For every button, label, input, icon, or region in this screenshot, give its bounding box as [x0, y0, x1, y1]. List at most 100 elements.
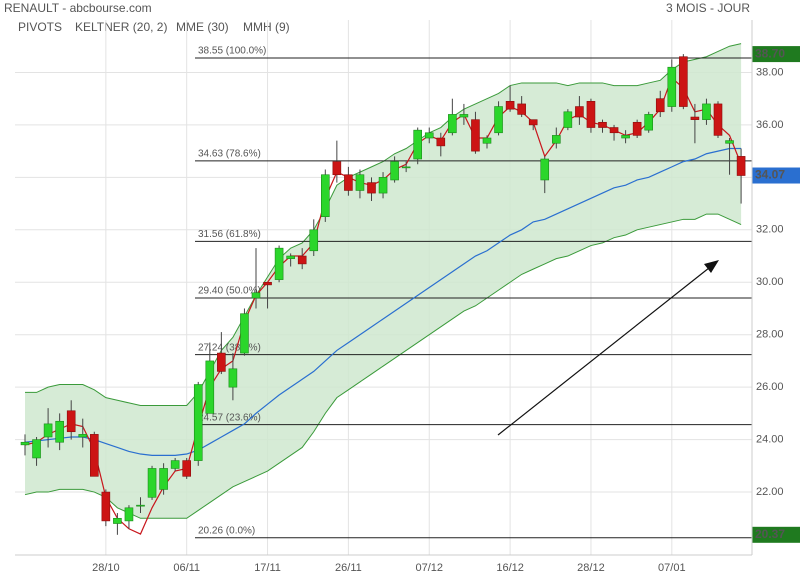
trend-arrow: [497, 263, 715, 436]
candle-body: [78, 434, 88, 438]
candle-body: [274, 247, 284, 280]
y-tick-label: 22.00: [756, 486, 784, 498]
candle-body: [193, 384, 203, 461]
candle-body: [297, 255, 307, 265]
candle-body: [205, 360, 215, 414]
candle-body: [702, 103, 711, 120]
candle-body: [505, 100, 515, 110]
candle-body: [251, 292, 261, 299]
candle-body: [55, 420, 64, 443]
candle-body: [667, 66, 677, 107]
y-tick-label: 38.00: [756, 66, 784, 78]
x-tick-label: 26/11: [335, 562, 362, 574]
candle-body: [598, 121, 607, 128]
candle-body: [344, 174, 353, 191]
candle-body: [679, 56, 688, 107]
candle-body: [575, 106, 584, 118]
price-tag-label: 34.07: [755, 168, 785, 182]
price-tag: [752, 167, 800, 184]
pivot-label: 27.24 (38.2%): [198, 342, 261, 353]
candle-body: [586, 100, 596, 128]
candle-body: [528, 119, 538, 126]
candle-body: [413, 129, 423, 160]
candle-body: [632, 121, 642, 136]
candle-body: [182, 460, 191, 477]
candle-body: [367, 182, 376, 194]
y-tick-label: 28.00: [756, 329, 784, 341]
arrow-head: [704, 260, 719, 273]
candle-body: [551, 135, 561, 144]
legend-entry: MME (30): [176, 20, 229, 34]
legend-entry: PIVOTS: [18, 20, 62, 34]
candle-body: [401, 166, 411, 169]
candle-body: [378, 177, 388, 194]
candle-body: [424, 132, 434, 139]
candle-body: [113, 517, 122, 524]
x-tick-label: 17/11: [254, 562, 281, 574]
chart-title: RENAULT - abcbourse.com: [4, 1, 152, 15]
pivot-label: 38.55 (100.0%): [198, 46, 266, 57]
candle-body: [609, 127, 619, 134]
candle-body: [90, 434, 99, 477]
candle-body: [170, 460, 180, 469]
candle-body: [736, 156, 746, 176]
pivot-label: 34.63 (78.6%): [198, 148, 261, 159]
candle-body: [286, 255, 295, 259]
candle-body: [621, 135, 630, 139]
legend-entry: MMH (9): [243, 20, 290, 34]
moving-average: [24, 147, 742, 456]
candle-body: [320, 174, 330, 217]
candle-body: [240, 313, 249, 354]
y-tick-label: 32.00: [756, 224, 784, 236]
candle-body: [147, 468, 157, 498]
candle-body: [355, 174, 365, 191]
candle-body: [20, 441, 30, 446]
candle-body: [690, 116, 700, 120]
candle-body: [655, 98, 665, 113]
y-tick-label: 30.00: [756, 276, 784, 288]
candle-body: [563, 111, 573, 128]
x-tick-label: 16/12: [496, 562, 524, 574]
candle-body: [644, 114, 654, 131]
candle-body: [101, 491, 111, 522]
candle-body: [517, 103, 526, 115]
legend-entry: KELTNER (20, 2): [75, 20, 167, 34]
candle-body: [263, 281, 272, 286]
candle-body: [159, 468, 168, 490]
pivot-label: 31.56 (61.8%): [198, 229, 261, 240]
price-tag-label: 38.70: [755, 46, 785, 60]
candle-body: [32, 439, 41, 459]
x-tick-label: 06/11: [173, 562, 200, 574]
candle-body: [309, 229, 319, 252]
price-tag-label: 20.37: [755, 527, 785, 541]
x-tick-label: 07/12: [415, 562, 443, 574]
candle-body: [448, 114, 457, 134]
price-tag: [752, 46, 800, 63]
candle-body: [713, 103, 723, 136]
candle-body: [459, 114, 469, 118]
price-tag: [752, 526, 800, 543]
candle-body: [436, 137, 446, 147]
candle-body: [471, 119, 480, 152]
candle-body: [494, 106, 503, 134]
keltner-lower: [24, 213, 742, 519]
pivot-label: 29.40 (50.0%): [198, 286, 261, 297]
keltner-fill: [25, 43, 742, 519]
candle-body: [228, 368, 238, 388]
candle-body: [725, 140, 734, 144]
keltner-upper: [25, 43, 742, 407]
pivot-label: 24.57 (23.6%): [198, 412, 261, 423]
candle-body: [217, 352, 226, 372]
x-tick-label: 28/12: [577, 562, 605, 574]
candle-body: [482, 137, 492, 144]
candle-body: [124, 507, 134, 522]
x-tick-label: 28/10: [92, 562, 120, 574]
y-tick-label: 24.00: [756, 434, 784, 446]
x-tick-label: 07/01: [658, 562, 686, 574]
candle-body: [43, 423, 53, 438]
chart-subtitle: 3 MOIS - JOUR: [666, 1, 750, 15]
candle-body: [332, 161, 342, 176]
candle-body: [390, 161, 399, 181]
y-tick-label: 36.00: [756, 119, 784, 131]
